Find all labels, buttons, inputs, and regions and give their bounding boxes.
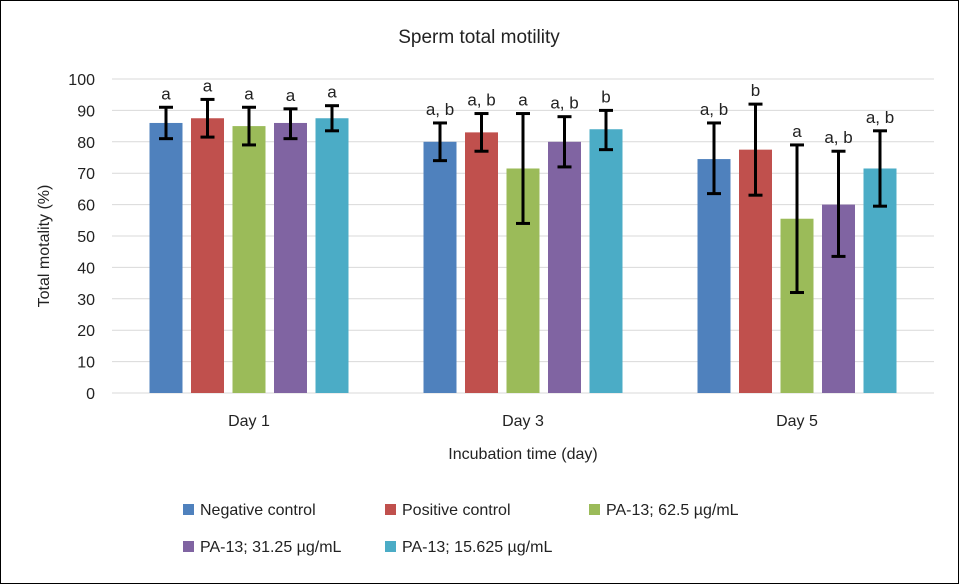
- legend-item: PA-13; 15.625 µg/mL: [385, 539, 552, 556]
- significance-label: a, b: [824, 128, 852, 147]
- x-tick-label: Day 1: [228, 413, 270, 430]
- x-tick-label: Day 3: [502, 413, 544, 430]
- legend-item: PA-13; 62.5 µg/mL: [589, 502, 739, 519]
- significance-label: a, b: [467, 91, 495, 110]
- legend-label: Positive control: [402, 502, 511, 519]
- significance-label: a, b: [550, 94, 578, 113]
- bar: [423, 141, 457, 393]
- y-tick-label: 30: [77, 292, 95, 309]
- bar: [149, 122, 183, 394]
- y-tick-label: 90: [77, 103, 95, 120]
- chart-title: Sperm total motility: [398, 27, 560, 48]
- x-axis-ticks: Day 1 Day 3 Day 5: [228, 413, 818, 430]
- y-tick-label: 50: [77, 229, 95, 246]
- significance-label: a: [327, 83, 337, 102]
- bar: [191, 118, 224, 393]
- significance-label: a: [244, 84, 254, 103]
- y-axis-label: Total motality (%): [36, 185, 53, 308]
- legend-label: PA-13; 31.25 µg/mL: [200, 539, 342, 556]
- significance-label: a, b: [426, 100, 454, 119]
- significance-label: a: [203, 76, 213, 95]
- significance-label: a: [161, 84, 171, 103]
- legend-label: Negative control: [200, 502, 316, 519]
- y-axis-ticks: 0 10 20 30 40 50 60 70 80 90 100: [68, 72, 95, 403]
- legend-swatch: [385, 504, 396, 515]
- y-tick-label: 70: [77, 166, 95, 183]
- legend-item: Negative control: [183, 502, 316, 519]
- bar: [274, 122, 307, 394]
- error-bars: [159, 97, 887, 295]
- legend-item: PA-13; 31.25 µg/mL: [183, 539, 342, 556]
- bars: [149, 118, 897, 394]
- significance-labels: a a a a a a, b a, b a a, b b a, b b a a, b a, b: [161, 76, 894, 147]
- significance-label: b: [751, 81, 760, 100]
- y-tick-label: 80: [77, 135, 95, 152]
- significance-label: a: [286, 86, 296, 105]
- bar: [589, 129, 623, 394]
- y-tick-label: 40: [77, 260, 95, 277]
- significance-label: a, b: [700, 100, 728, 119]
- legend: Negative control Positive control PA-13; 6…: [183, 502, 739, 556]
- significance-label: a: [792, 122, 802, 141]
- significance-label: b: [601, 87, 610, 106]
- y-tick-label: 0: [86, 386, 95, 403]
- y-tick-label: 20: [77, 323, 95, 340]
- y-tick-label: 60: [77, 198, 95, 215]
- significance-label: a: [518, 91, 528, 110]
- bar: [232, 126, 266, 393]
- legend-swatch: [385, 541, 396, 552]
- bar: [548, 141, 581, 393]
- x-axis-label: Incubation time (day): [448, 446, 597, 463]
- legend-swatch: [183, 541, 194, 552]
- legend-item: Positive control: [385, 502, 511, 519]
- y-tick-label: 100: [68, 72, 95, 89]
- bar: [697, 159, 731, 393]
- legend-label: PA-13; 62.5 µg/mL: [606, 502, 739, 519]
- bar: [315, 118, 349, 393]
- x-tick-label: Day 5: [776, 413, 818, 430]
- legend-swatch: [589, 504, 600, 515]
- legend-label: PA-13; 15.625 µg/mL: [402, 539, 552, 556]
- y-tick-label: 10: [77, 355, 95, 372]
- legend-swatch: [183, 504, 194, 515]
- bar: [465, 132, 498, 393]
- significance-label: a, b: [866, 108, 894, 127]
